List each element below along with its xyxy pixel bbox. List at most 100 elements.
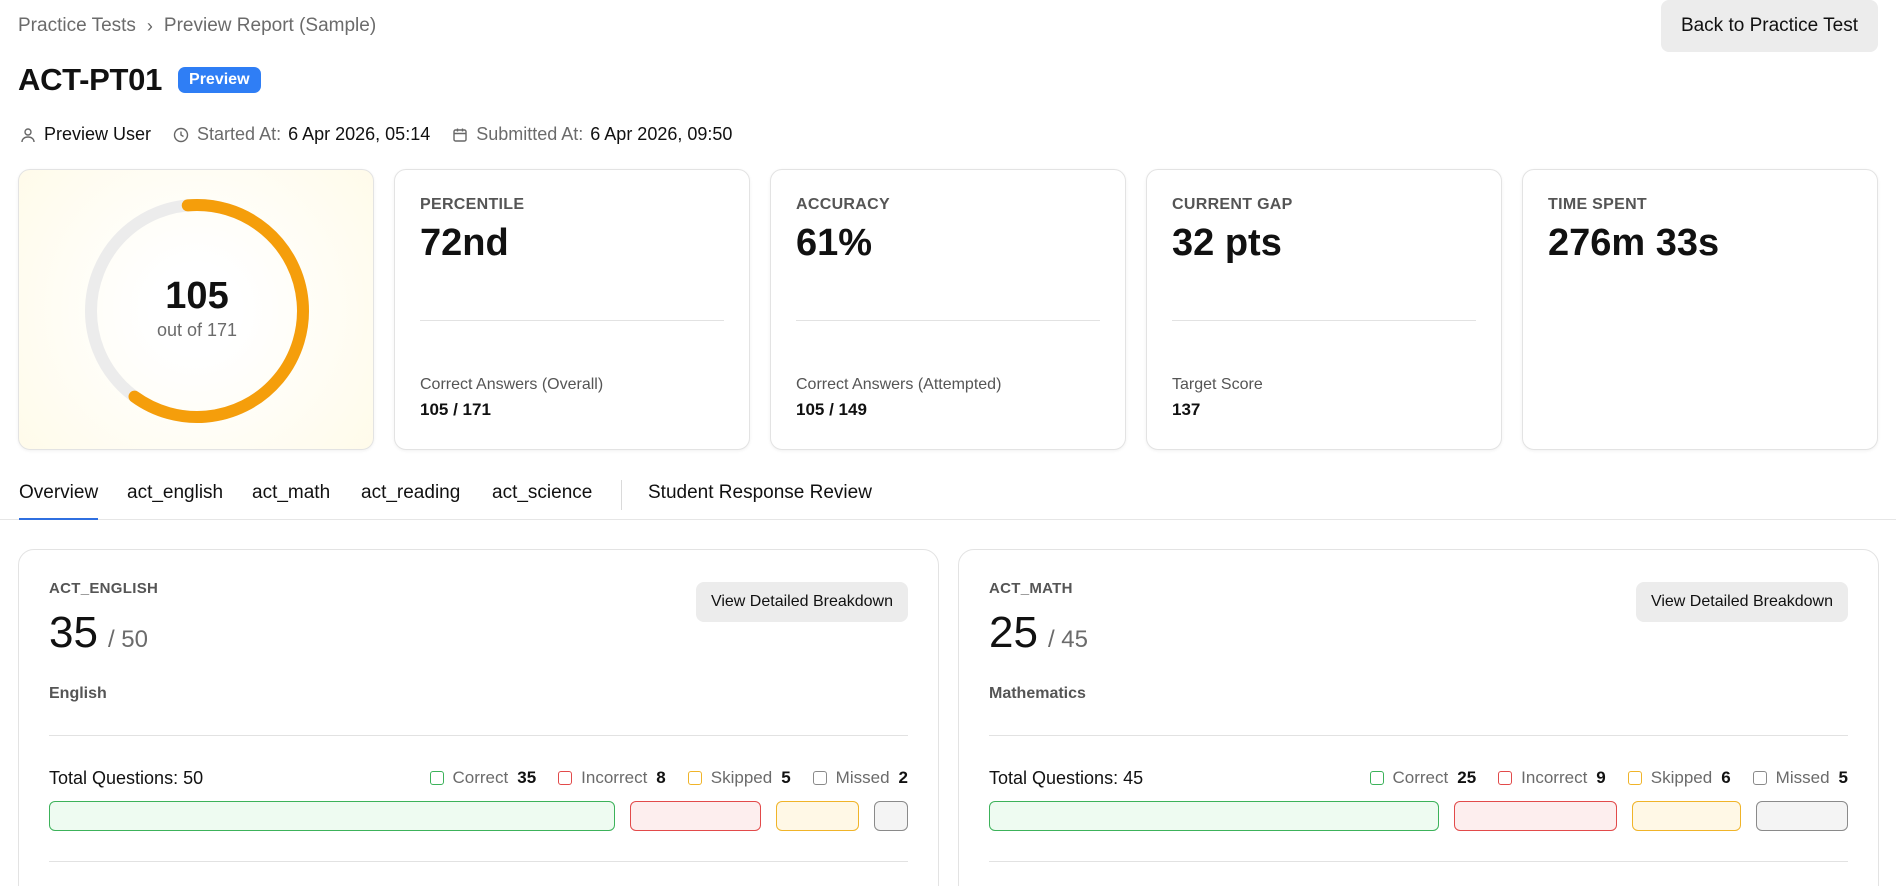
subject-score: 25 / 45 <box>989 608 1088 658</box>
incorrect-bar[interactable] <box>1453 801 1617 831</box>
divider <box>1172 320 1476 321</box>
meta-row: Preview User Started At: 6 Apr 2026, 05:… <box>18 124 752 145</box>
stat-foot-label: Correct Answers (Attempted) <box>796 376 1002 393</box>
breadcrumb-practice-tests[interactable]: Practice Tests <box>18 15 136 36</box>
tab-bar: Overview act_english act_math act_readin… <box>0 472 1896 520</box>
legend-label: Skipped <box>710 768 773 787</box>
stat-card-accuracy: ACCURACY 61% Correct Answers (Attempted)… <box>770 169 1126 450</box>
stat-label: TIME SPENT <box>1548 196 1648 213</box>
back-to-practice-test-button[interactable]: Back to Practice Test <box>1660 0 1878 52</box>
tab-act-science[interactable]: act_science <box>492 482 593 503</box>
tab-student-response-review[interactable]: Student Response Review <box>648 482 872 503</box>
subject-score: 35 / 50 <box>49 608 148 658</box>
breadcrumb-current: Preview Report (Sample) <box>163 15 377 36</box>
meta-user: Preview User <box>18 124 151 145</box>
stat-foot-label: Correct Answers (Overall) <box>420 376 604 393</box>
missed-bar[interactable] <box>873 801 908 831</box>
view-detailed-breakdown-button[interactable]: View Detailed Breakdown <box>1635 582 1848 622</box>
stat-label: ACCURACY <box>796 196 890 213</box>
tab-act-math[interactable]: act_math <box>252 482 331 503</box>
score-center: 105 out of 171 <box>19 170 375 451</box>
subject-code: ACT_ENGLISH <box>49 580 159 597</box>
correct-swatch <box>429 771 444 785</box>
legend-label: Correct <box>452 768 509 787</box>
legend-skipped: Skipped 5 <box>687 768 791 788</box>
subject-name: English <box>49 685 107 702</box>
stat-value: 72nd <box>420 222 509 264</box>
missed-swatch <box>1752 771 1767 785</box>
missed-bar[interactable] <box>1756 801 1849 831</box>
legend-label: Correct <box>1392 768 1449 787</box>
divider <box>796 320 1100 321</box>
legend-missed: Missed 2 <box>812 768 908 788</box>
legend-count: 9 <box>1596 768 1606 787</box>
incorrect-swatch <box>558 771 573 785</box>
legend-label: Missed <box>835 768 890 787</box>
title-row: ACT-PT01 Preview <box>18 62 261 98</box>
page-title: ACT-PT01 <box>18 62 163 97</box>
skipped-bar[interactable] <box>776 801 859 831</box>
divider <box>49 861 908 862</box>
calendar-icon <box>450 125 470 145</box>
divider <box>49 735 908 736</box>
score-gauge <box>85 199 309 423</box>
result-legend: Correct 25 Incorrect 9 Skipped 6 Missed … <box>1348 768 1848 788</box>
tab-act-reading[interactable]: act_reading <box>361 482 461 503</box>
legend-count: 5 <box>1838 768 1848 787</box>
stat-label: PERCENTILE <box>420 196 525 213</box>
stats-row: 105 out of 171 PERCENTILE 72nd Correct A… <box>18 169 1878 450</box>
skipped-bar[interactable] <box>1631 801 1742 831</box>
subject-score-max: / 45 <box>1047 626 1088 653</box>
legend-label: Missed <box>1775 768 1830 787</box>
legend-count: 5 <box>781 768 791 787</box>
legend-correct: Correct 25 <box>1369 768 1477 788</box>
clock-icon <box>171 125 191 145</box>
submitted-label: Submitted At: <box>476 124 584 144</box>
legend-label: Incorrect <box>1521 768 1588 787</box>
stat-foot-label: Target Score <box>1172 376 1263 393</box>
view-detailed-breakdown-button[interactable]: View Detailed Breakdown <box>695 582 908 622</box>
subject-score-value: 35 <box>49 608 98 657</box>
correct-bar[interactable] <box>49 801 616 831</box>
tab-act-english[interactable]: act_english <box>127 482 224 503</box>
chevron-right-icon: › <box>146 15 153 36</box>
result-legend: Correct 35 Incorrect 8 Skipped 5 Missed … <box>408 768 908 788</box>
legend-missed: Missed 5 <box>1752 768 1848 788</box>
incorrect-bar[interactable] <box>630 801 762 831</box>
stat-foot-value: 105 / 149 <box>796 400 867 419</box>
divider <box>989 735 1848 736</box>
submitted-value: 6 Apr 2026, 09:50 <box>590 124 733 144</box>
result-bars <box>49 801 908 831</box>
legend-count: 25 <box>1457 768 1477 787</box>
missed-swatch <box>812 771 827 785</box>
tab-separator <box>621 480 622 510</box>
stat-value: 276m 33s <box>1548 222 1720 264</box>
stat-foot-value: 137 <box>1172 400 1201 419</box>
legend-count: 6 <box>1721 768 1731 787</box>
score-value: 105 <box>165 274 229 317</box>
divider <box>420 320 724 321</box>
stat-foot-value: 105 / 171 <box>420 400 491 419</box>
legend-correct: Correct 35 <box>429 768 537 788</box>
legend-label: Skipped <box>1650 768 1713 787</box>
tab-overview[interactable]: Overview <box>19 482 99 520</box>
subject-card-english: ACT_ENGLISH 35 / 50 English View Detaile… <box>18 549 939 886</box>
stat-card-current-gap: CURRENT GAP 32 pts Target Score 137 <box>1146 169 1502 450</box>
legend-count: 8 <box>656 768 666 787</box>
correct-bar[interactable] <box>989 801 1439 831</box>
user-icon <box>18 125 38 145</box>
legend-label: Incorrect <box>581 768 648 787</box>
result-bars <box>989 801 1849 831</box>
stat-value: 32 pts <box>1172 222 1282 264</box>
total-questions: Total Questions: 50 <box>49 768 204 788</box>
correct-swatch <box>1369 771 1384 785</box>
meta-started: Started At: 6 Apr 2026, 05:14 <box>171 124 430 145</box>
subject-name: Mathematics <box>989 685 1086 702</box>
stat-label: CURRENT GAP <box>1172 196 1293 213</box>
started-value: 6 Apr 2026, 05:14 <box>288 124 431 144</box>
subject-code: ACT_MATH <box>989 580 1073 597</box>
incorrect-swatch <box>1498 771 1513 785</box>
legend-count: 35 <box>517 768 537 787</box>
legend-incorrect: Incorrect 8 <box>558 768 666 788</box>
legend-incorrect: Incorrect 9 <box>1498 768 1606 788</box>
